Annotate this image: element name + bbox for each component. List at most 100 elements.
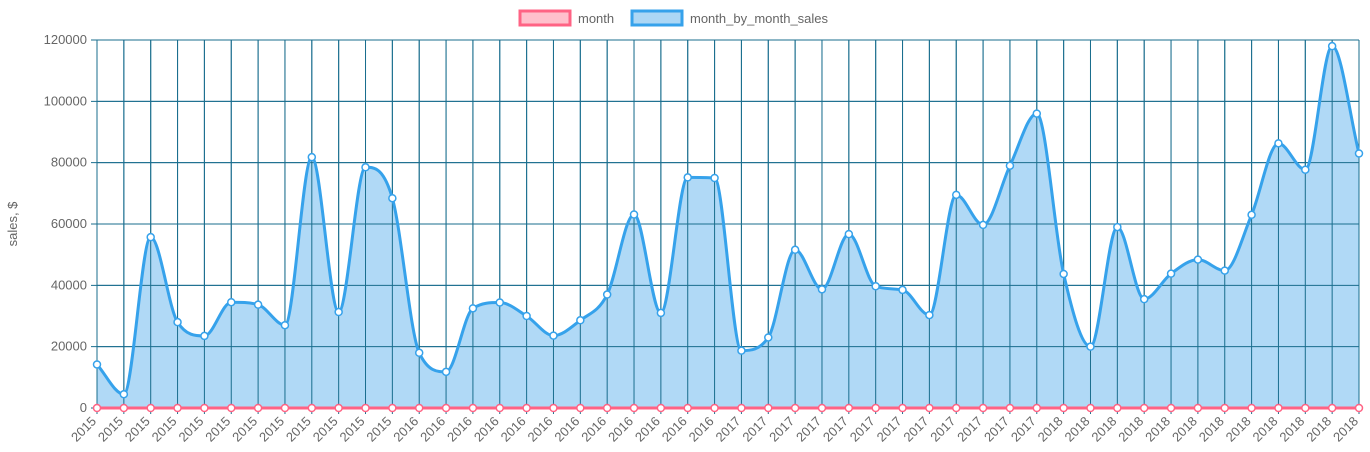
data-point-month-by-month-sales[interactable] bbox=[1327, 41, 1337, 51]
data-point-month[interactable] bbox=[522, 403, 531, 413]
data-point-month[interactable] bbox=[253, 403, 263, 413]
legend-item-month-by-month-sales[interactable]: month_by_month_sales bbox=[630, 9, 829, 27]
data-point-month[interactable] bbox=[1086, 403, 1095, 413]
data-point-month-by-month-sales[interactable] bbox=[1247, 210, 1256, 220]
data-point-month[interactable] bbox=[898, 403, 907, 413]
data-point-month-by-month-sales[interactable] bbox=[951, 190, 961, 200]
data-point-month-by-month-sales[interactable] bbox=[119, 389, 129, 399]
data-point-month-by-month-sales[interactable] bbox=[1139, 294, 1149, 304]
data-point-month-by-month-sales[interactable] bbox=[871, 282, 880, 291]
data-point-month-by-month-sales[interactable] bbox=[361, 163, 370, 172]
data-point-month[interactable] bbox=[388, 403, 397, 413]
data-point-month[interactable] bbox=[656, 403, 666, 413]
data-point-month-by-month-sales[interactable] bbox=[227, 297, 236, 307]
data-point-month[interactable] bbox=[441, 403, 451, 413]
data-point-month-by-month-sales[interactable] bbox=[817, 285, 827, 294]
data-point-month-by-month-sales[interactable] bbox=[280, 320, 290, 330]
data-point-month[interactable] bbox=[119, 403, 129, 413]
x-tick-label: 2015 bbox=[256, 414, 287, 445]
data-point-month[interactable] bbox=[683, 403, 692, 413]
data-point-month[interactable] bbox=[925, 403, 934, 413]
data-point-month-by-month-sales[interactable] bbox=[1274, 139, 1283, 148]
data-point-month-by-month-sales[interactable] bbox=[146, 232, 155, 242]
data-point-month-by-month-sales[interactable] bbox=[683, 173, 692, 182]
data-point-month-by-month-sales[interactable] bbox=[549, 331, 558, 340]
data-point-month[interactable] bbox=[576, 403, 585, 413]
data-point-month[interactable] bbox=[334, 403, 343, 413]
legend-item-month[interactable]: month bbox=[518, 9, 614, 27]
data-point-month-by-month-sales[interactable] bbox=[656, 308, 666, 318]
data-point-month-by-month-sales[interactable] bbox=[253, 300, 263, 309]
data-point-month-by-month-sales[interactable] bbox=[173, 317, 182, 327]
data-point-month-by-month-sales[interactable] bbox=[495, 298, 505, 307]
data-point-month[interactable] bbox=[1274, 403, 1283, 413]
data-point-month[interactable] bbox=[468, 403, 478, 413]
data-point-month-by-month-sales[interactable] bbox=[1354, 149, 1364, 158]
data-point-month[interactable] bbox=[951, 403, 961, 413]
data-point-month-by-month-sales[interactable] bbox=[898, 285, 907, 295]
data-point-month-by-month-sales[interactable] bbox=[764, 333, 773, 342]
data-point-month[interactable] bbox=[173, 403, 182, 413]
data-point-month[interactable] bbox=[495, 403, 505, 413]
data-point-month-by-month-sales[interactable] bbox=[307, 152, 317, 162]
data-point-month[interactable] bbox=[710, 403, 719, 413]
data-point-month-by-month-sales[interactable] bbox=[441, 367, 451, 377]
data-point-month-by-month-sales[interactable] bbox=[978, 220, 988, 230]
data-point-month[interactable] bbox=[817, 403, 827, 413]
data-point-month-by-month-sales[interactable] bbox=[737, 346, 746, 355]
data-point-month-by-month-sales[interactable] bbox=[1005, 161, 1015, 170]
data-point-month[interactable] bbox=[414, 403, 424, 413]
data-point-month[interactable] bbox=[307, 403, 317, 413]
data-point-month[interactable] bbox=[1220, 403, 1229, 413]
data-point-month[interactable] bbox=[92, 403, 102, 413]
data-point-month-by-month-sales[interactable] bbox=[388, 193, 397, 203]
data-point-month[interactable] bbox=[549, 403, 558, 413]
data-point-month[interactable] bbox=[1113, 403, 1122, 413]
data-point-month-by-month-sales[interactable] bbox=[334, 307, 343, 317]
x-tick-label: 2017 bbox=[793, 414, 824, 445]
data-point-month[interactable] bbox=[737, 403, 746, 413]
data-point-month-by-month-sales[interactable] bbox=[1301, 165, 1310, 174]
data-point-month[interactable] bbox=[1193, 403, 1203, 413]
data-point-month-by-month-sales[interactable] bbox=[1220, 266, 1229, 275]
data-point-month-by-month-sales[interactable] bbox=[629, 210, 639, 219]
data-point-month[interactable] bbox=[227, 403, 236, 413]
data-point-month[interactable] bbox=[1301, 403, 1310, 413]
data-point-month-by-month-sales[interactable] bbox=[710, 173, 719, 183]
data-point-month[interactable] bbox=[1032, 403, 1042, 413]
data-point-month[interactable] bbox=[629, 403, 639, 413]
data-point-month-by-month-sales[interactable] bbox=[522, 311, 531, 321]
data-point-month-by-month-sales[interactable] bbox=[200, 331, 209, 341]
data-point-month[interactable] bbox=[200, 403, 209, 413]
data-point-month-by-month-sales[interactable] bbox=[576, 316, 585, 325]
data-point-month[interactable] bbox=[280, 403, 290, 413]
data-point-month-by-month-sales[interactable] bbox=[1113, 222, 1122, 232]
data-point-month-by-month-sales[interactable] bbox=[1032, 109, 1042, 118]
data-point-month[interactable] bbox=[1139, 403, 1149, 413]
data-point-month-by-month-sales[interactable] bbox=[414, 348, 424, 358]
data-point-month[interactable] bbox=[1247, 403, 1256, 413]
data-point-month-by-month-sales[interactable] bbox=[790, 245, 800, 255]
data-point-month-by-month-sales[interactable] bbox=[602, 290, 612, 299]
data-point-month-by-month-sales[interactable] bbox=[468, 304, 478, 313]
data-point-month-by-month-sales[interactable] bbox=[1086, 342, 1095, 351]
data-point-month-by-month-sales[interactable] bbox=[92, 360, 102, 369]
data-point-month-by-month-sales[interactable] bbox=[1166, 269, 1176, 278]
data-point-month[interactable] bbox=[871, 403, 880, 413]
data-point-month[interactable] bbox=[1327, 403, 1337, 413]
data-point-month[interactable] bbox=[361, 403, 370, 413]
data-point-month-by-month-sales[interactable] bbox=[1059, 269, 1068, 279]
data-point-month[interactable] bbox=[1166, 403, 1176, 413]
data-point-month[interactable] bbox=[1354, 403, 1364, 413]
data-point-month[interactable] bbox=[1059, 403, 1068, 413]
data-point-month[interactable] bbox=[1005, 403, 1015, 413]
data-point-month[interactable] bbox=[146, 403, 155, 413]
data-point-month[interactable] bbox=[844, 403, 854, 413]
data-point-month[interactable] bbox=[790, 403, 800, 413]
data-point-month-by-month-sales[interactable] bbox=[844, 229, 854, 239]
data-point-month-by-month-sales[interactable] bbox=[925, 310, 934, 320]
data-point-month-by-month-sales[interactable] bbox=[1193, 255, 1203, 264]
data-point-month[interactable] bbox=[602, 403, 612, 413]
data-point-month[interactable] bbox=[978, 403, 988, 413]
data-point-month[interactable] bbox=[764, 403, 773, 413]
